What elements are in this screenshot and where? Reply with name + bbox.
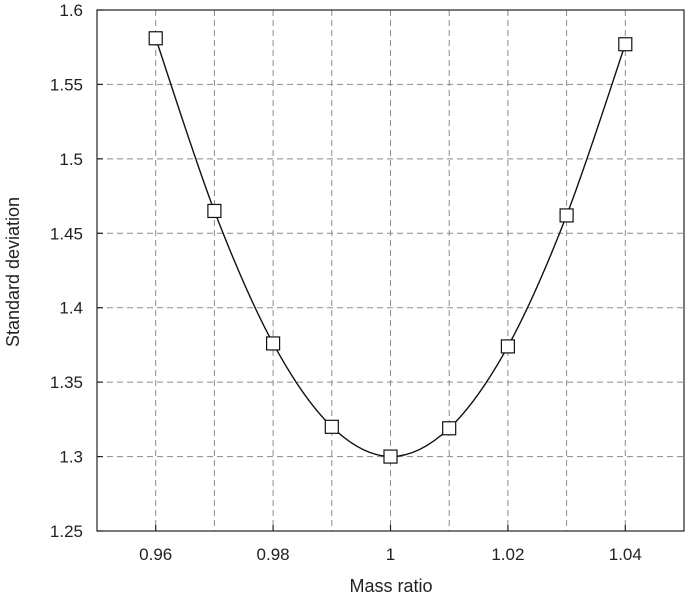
y-tick-labels: 1.25 1.3 1.35 1.4 1.45 1.5 1.55 1.6: [50, 1, 83, 541]
data-markers: [148, 31, 633, 464]
axis-ticks: [97, 9, 626, 532]
data-point-marker: [618, 37, 633, 52]
data-point-marker: [266, 336, 281, 351]
y-tick-label: 1.35: [50, 373, 83, 392]
x-tick-label: 0.98: [257, 545, 290, 564]
y-tick-label: 1.3: [59, 448, 83, 467]
y-axis-title: Standard deviation: [3, 197, 23, 347]
data-point-marker: [148, 31, 163, 46]
y-tick-label: 1.6: [59, 1, 83, 20]
y-tick-label: 1.4: [59, 299, 83, 318]
data-point-marker: [500, 339, 515, 354]
x-tick-label: 1.04: [609, 545, 642, 564]
y-tick-label: 1.25: [50, 522, 83, 541]
data-point-marker: [559, 208, 574, 223]
x-tick-labels: 0.96 0.98 1 1.02 1.04: [139, 545, 642, 564]
y-tick-label: 1.45: [50, 224, 83, 243]
x-axis-title: Mass ratio: [349, 576, 432, 596]
x-tick-label: 0.96: [139, 545, 172, 564]
data-point-marker: [442, 421, 457, 436]
data-point-marker: [207, 203, 222, 219]
data-point-marker: [324, 419, 339, 434]
x-tick-label: 1: [386, 545, 395, 564]
data-point-marker: [383, 449, 398, 464]
y-tick-label: 1.55: [50, 75, 83, 94]
x-tick-label: 1.02: [491, 545, 524, 564]
y-tick-label: 1.5: [59, 150, 83, 169]
